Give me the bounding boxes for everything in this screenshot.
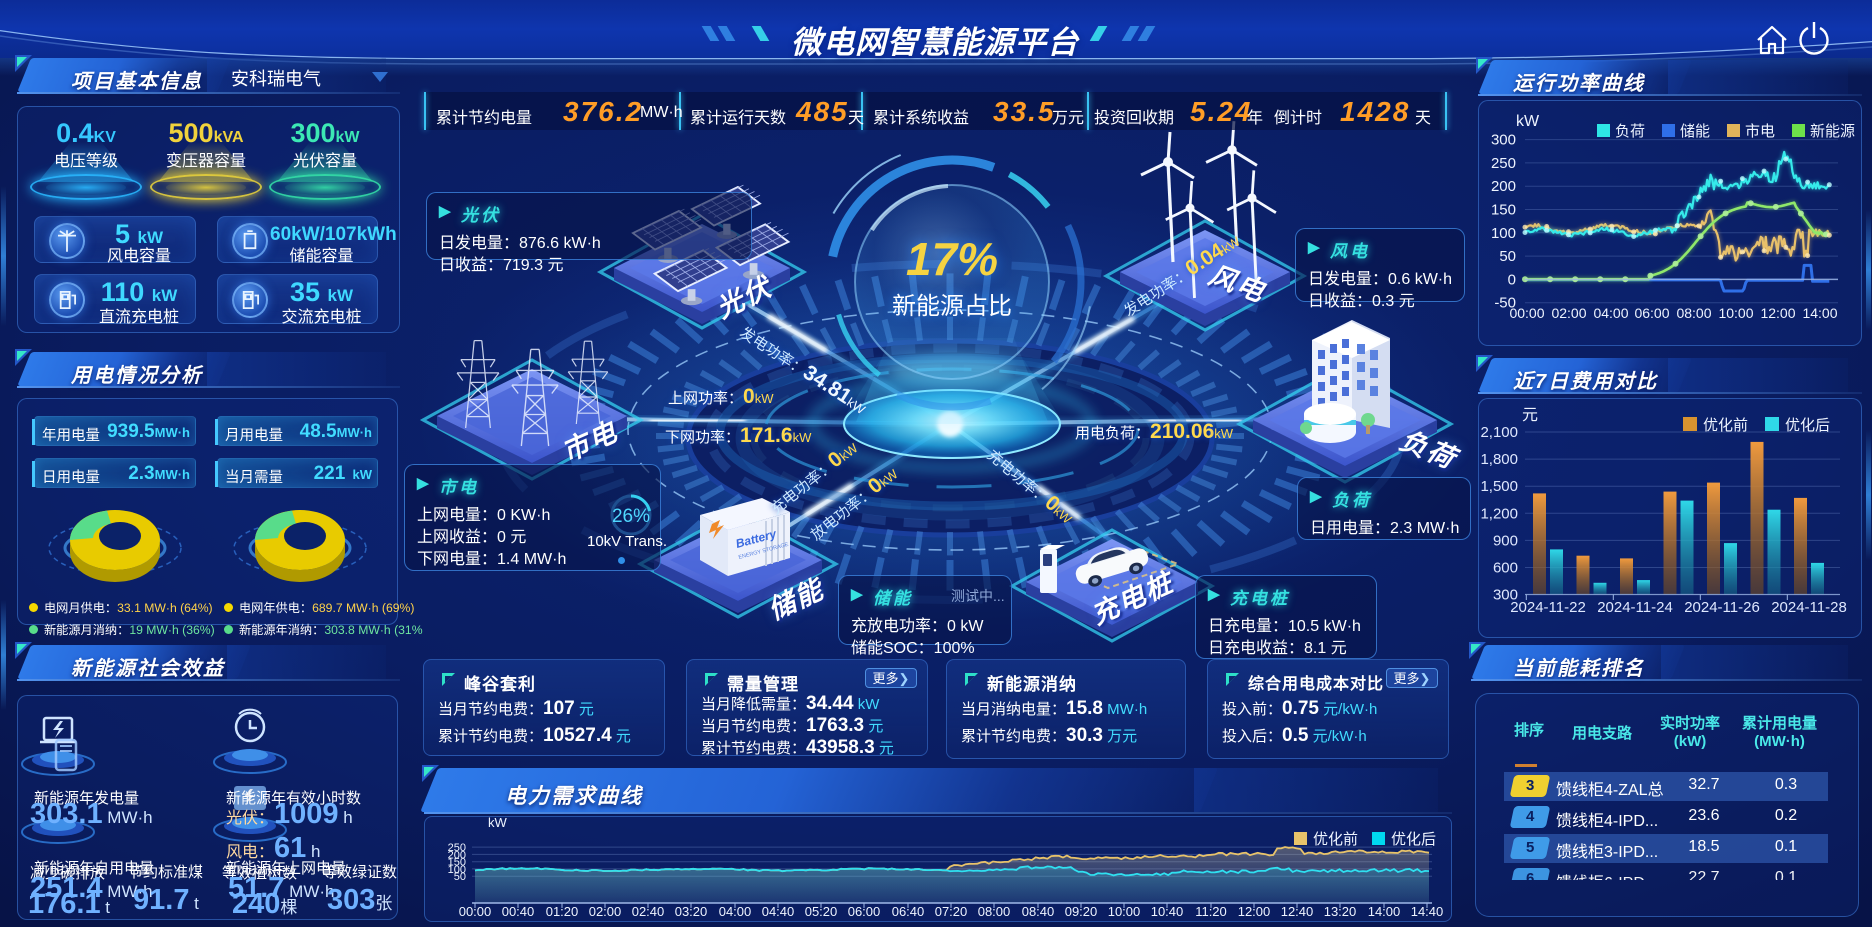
- svg-text:02:00: 02:00: [589, 904, 622, 919]
- svg-text:负荷: 负荷: [1615, 123, 1645, 140]
- svg-text:优化后: 优化后: [1391, 831, 1436, 848]
- svg-text:04:00: 04:00: [719, 904, 752, 919]
- svg-text:12:40: 12:40: [1281, 904, 1314, 919]
- svg-text:200: 200: [448, 849, 466, 861]
- svg-text:2024-11-26: 2024-11-26: [1684, 599, 1760, 616]
- svg-text:200: 200: [1491, 178, 1516, 195]
- svg-text:12:00: 12:00: [1760, 305, 1795, 321]
- svg-text:04:00: 04:00: [1593, 305, 1628, 321]
- svg-text:储能: 储能: [1680, 123, 1710, 140]
- svg-text:12:00: 12:00: [1238, 904, 1271, 919]
- svg-text:2024-11-28: 2024-11-28: [1771, 599, 1847, 616]
- svg-text:08:00: 08:00: [1676, 305, 1711, 321]
- svg-text:06:40: 06:40: [892, 904, 925, 919]
- svg-text:08:40: 08:40: [1022, 904, 1055, 919]
- svg-text:10:00: 10:00: [1108, 904, 1141, 919]
- svg-text:优化前: 优化前: [1313, 831, 1358, 848]
- svg-text:05:20: 05:20: [805, 904, 838, 919]
- svg-text:13:20: 13:20: [1324, 904, 1357, 919]
- svg-text:10:00: 10:00: [1718, 305, 1753, 321]
- svg-text:08:00: 08:00: [978, 904, 1011, 919]
- svg-text:2024-11-22: 2024-11-22: [1510, 599, 1586, 616]
- svg-text:07:20: 07:20: [935, 904, 968, 919]
- svg-text:市电: 市电: [1745, 123, 1775, 140]
- svg-text:300: 300: [1491, 132, 1516, 149]
- svg-text:100: 100: [1491, 225, 1516, 242]
- svg-text:26%: 26%: [612, 506, 650, 527]
- svg-text:600: 600: [1493, 560, 1518, 577]
- svg-text:优化前: 优化前: [1703, 417, 1748, 434]
- svg-text:50: 50: [1499, 248, 1516, 265]
- svg-text:250: 250: [1491, 155, 1516, 172]
- svg-text:02:00: 02:00: [1551, 305, 1586, 321]
- svg-text:04:40: 04:40: [762, 904, 795, 919]
- svg-text:14:00: 14:00: [1368, 904, 1401, 919]
- svg-text:900: 900: [1493, 532, 1518, 549]
- svg-text:1,200: 1,200: [1480, 505, 1518, 522]
- svg-text:02:40: 02:40: [632, 904, 665, 919]
- svg-text:元: 元: [1522, 407, 1538, 424]
- svg-text:00:00: 00:00: [459, 904, 492, 919]
- svg-text:14:40: 14:40: [1411, 904, 1444, 919]
- svg-text:06:00: 06:00: [848, 904, 881, 919]
- svg-text:01:20: 01:20: [546, 904, 579, 919]
- svg-text:1,500: 1,500: [1480, 478, 1518, 495]
- svg-text:2,100: 2,100: [1480, 424, 1518, 441]
- svg-text:1,800: 1,800: [1480, 451, 1518, 468]
- svg-text:14:00: 14:00: [1802, 305, 1837, 321]
- svg-text:kW: kW: [488, 815, 508, 830]
- svg-text:00:00: 00:00: [1509, 305, 1544, 321]
- svg-text:150: 150: [448, 857, 466, 869]
- svg-text:100: 100: [448, 864, 466, 876]
- svg-text:00:40: 00:40: [502, 904, 535, 919]
- svg-text:09:20: 09:20: [1065, 904, 1098, 919]
- svg-text:03:20: 03:20: [675, 904, 708, 919]
- svg-text:优化后: 优化后: [1785, 417, 1830, 434]
- svg-text:50: 50: [454, 871, 466, 883]
- svg-text:0: 0: [1508, 271, 1516, 288]
- svg-text:300: 300: [1493, 587, 1518, 604]
- svg-text:250: 250: [448, 842, 466, 854]
- svg-text:kW: kW: [1516, 113, 1540, 130]
- svg-text:10:40: 10:40: [1151, 904, 1184, 919]
- svg-text:新能源: 新能源: [1810, 123, 1855, 140]
- svg-text:-50: -50: [1494, 295, 1516, 312]
- svg-text:2024-11-24: 2024-11-24: [1597, 599, 1673, 616]
- svg-text:11:20: 11:20: [1195, 904, 1227, 919]
- svg-text:150: 150: [1491, 202, 1516, 219]
- svg-text:06:00: 06:00: [1634, 305, 1669, 321]
